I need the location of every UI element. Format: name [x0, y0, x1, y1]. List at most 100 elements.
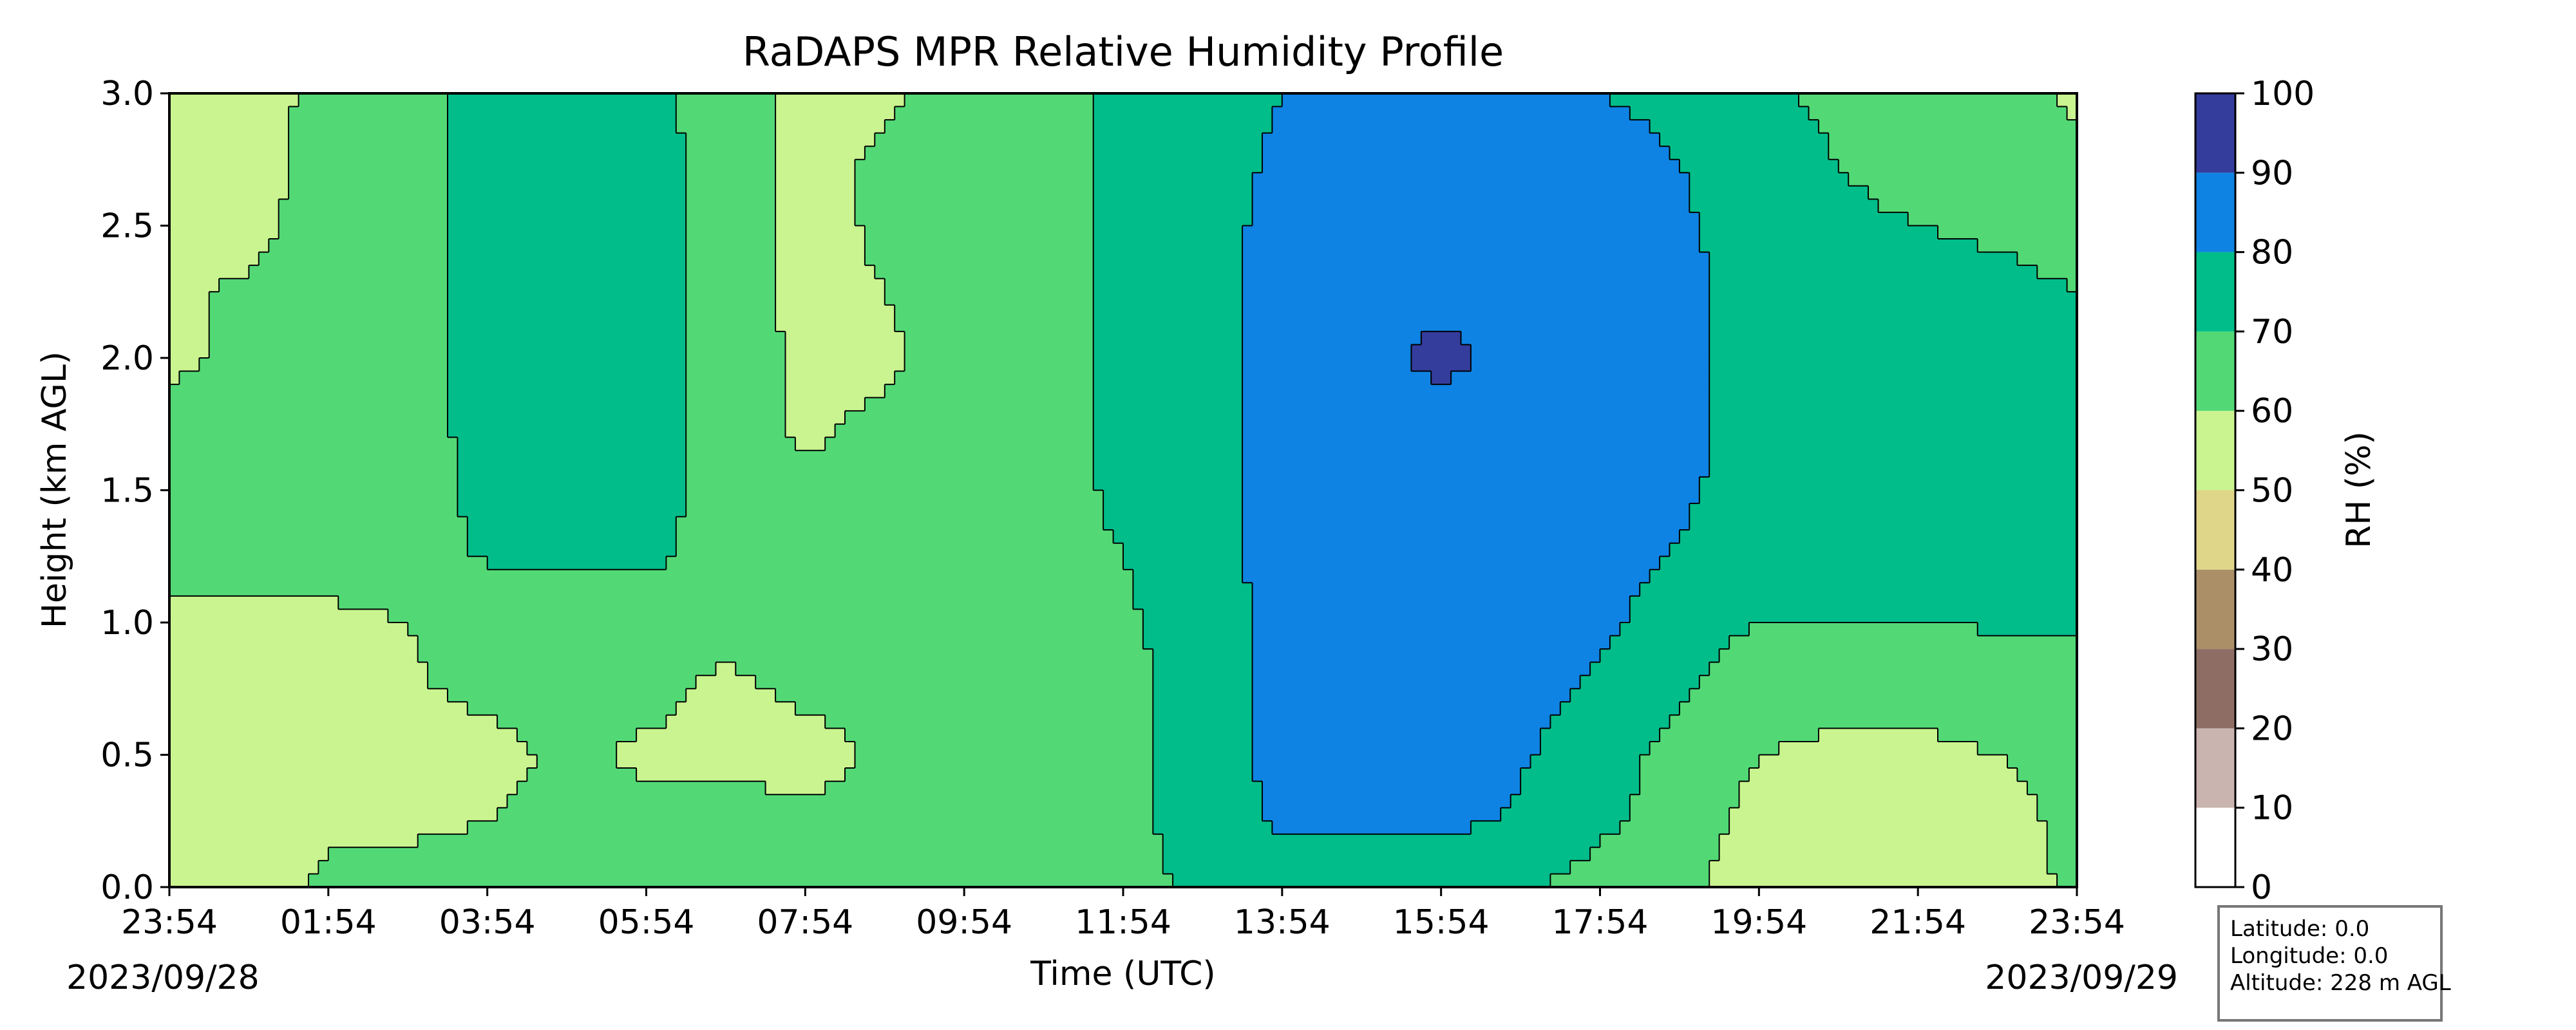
rh-band-cell: [884, 292, 1094, 306]
rh-band-cell: [1719, 834, 2048, 848]
rh-band-cell: [278, 225, 448, 239]
rh-band-cell: [1093, 120, 1273, 134]
rh-band-cell: [1282, 93, 1611, 108]
y-tick-label: 0.5: [100, 736, 154, 775]
rh-band-cell: [1093, 304, 1243, 319]
rh-band-cell: [1093, 265, 1243, 279]
rh-band-cell: [1709, 252, 2018, 266]
rh-band-cell: [1242, 252, 1710, 266]
rh-band-cell: [1848, 173, 2077, 187]
rh-band-cell: [1242, 543, 1671, 557]
rh-band-cell: [1093, 93, 1283, 108]
colorbar-swatch: [2195, 490, 2235, 570]
rh-band-cell: [1629, 595, 2077, 610]
rh-band-cell: [448, 384, 687, 398]
chart-title: RaDAPS MPR Relative Humidity Profile: [743, 28, 1504, 75]
rh-band-cell: [1600, 649, 1720, 663]
rh-band-cell: [169, 728, 518, 742]
rh-band-cell: [855, 754, 1153, 769]
rh-band-cell: [676, 543, 1124, 557]
rh-band-cell: [1709, 662, 2077, 676]
rh-band-cell: [467, 516, 677, 530]
rh-band-cell: [686, 304, 776, 319]
x-tick-label: 23:54: [2029, 903, 2125, 942]
colorbar-tick-label: 10: [2251, 789, 2293, 828]
rh-band-cell: [785, 371, 895, 385]
rh-band-cell: [457, 490, 687, 504]
rh-band-cell: [696, 675, 756, 689]
altitude-text: Altitude: 228 m AGL: [2230, 970, 2451, 996]
rh-band-cell: [1649, 742, 1779, 756]
rh-band-cell: [1530, 754, 1640, 769]
rh-band-cell: [169, 675, 428, 689]
rh-band-cell: [686, 133, 776, 147]
rh-band-cell: [1908, 212, 2077, 227]
rh-band-cell: [1242, 503, 1690, 518]
rh-band-cell: [169, 503, 458, 518]
rh-band-cell: [1103, 516, 1243, 530]
rh-band-cell: [169, 318, 210, 332]
rh-band-cell: [1252, 702, 1561, 716]
rh-band-cell: [169, 715, 498, 729]
rh-band-cell: [765, 781, 826, 795]
rh-band-cell: [785, 358, 905, 372]
rh-band-cell: [2047, 847, 2077, 861]
rh-band-cell: [1540, 728, 1660, 742]
rh-band-cell: [755, 675, 1153, 689]
rh-band-cell: [676, 702, 796, 716]
longitude-text: Longitude: 0.0: [2230, 943, 2389, 969]
rh-band-cell: [169, 437, 458, 451]
rh-band-cell: [1153, 781, 1263, 795]
rh-band-cell: [1679, 530, 2077, 544]
rh-band-cell: [1242, 464, 1710, 478]
rh-band-cell: [169, 821, 468, 835]
rh-band-cell: [1748, 768, 2018, 782]
rh-band-cell: [1093, 159, 1263, 173]
rh-band-cell: [1242, 384, 1710, 398]
x-tick-label: 07:54: [757, 903, 853, 942]
rh-band-cell: [1162, 847, 1591, 861]
rh-band-cell: [855, 159, 1094, 173]
rh-band-cell: [169, 133, 289, 147]
rh-band-cell: [408, 623, 1144, 637]
rh-band-cell: [417, 649, 1153, 663]
rh-band-cell: [289, 173, 448, 187]
rh-band-cell: [775, 239, 866, 253]
rh-band-cell: [1093, 397, 1243, 411]
x-tick-label: 13:54: [1234, 903, 1331, 942]
x-tick-label: 09:54: [916, 903, 1012, 942]
rh-band-cell: [895, 318, 1094, 332]
rh-band-cell: [448, 265, 687, 279]
rh-band-cell: [1461, 331, 1710, 345]
colorbar-tick-label: 20: [2251, 709, 2293, 748]
rh-band-cell: [169, 106, 289, 120]
rh-band-cell: [457, 437, 687, 451]
rh-band-cell: [169, 794, 508, 809]
rh-band-cell: [169, 834, 419, 848]
rh-band-cell: [676, 530, 1114, 544]
rh-band-cell: [1242, 239, 1700, 253]
rh-band-cell: [1451, 371, 1710, 385]
rh-band-cell: [169, 516, 468, 530]
rh-band-cell: [448, 239, 687, 253]
rh-band-cell: [169, 120, 289, 134]
rh-band-cell: [1093, 384, 1243, 398]
rh-band-cell: [1640, 754, 1759, 769]
rh-band-cell: [1103, 503, 1243, 518]
rh-band-cell: [1709, 331, 2077, 345]
rh-band-cell: [169, 476, 458, 491]
rh-band-cell: [1252, 583, 1640, 597]
rh-band-cell: [1093, 318, 1243, 332]
rh-band-cell: [2037, 265, 2077, 279]
rh-band-cell: [448, 93, 677, 108]
rh-band-cell: [1153, 768, 1253, 782]
colorbar-swatch: [2195, 252, 2235, 332]
rh-band-cell: [1133, 569, 1243, 583]
rh-band-cell: [795, 702, 1153, 716]
rh-band-cell: [169, 265, 249, 279]
rh-band-cell: [1252, 768, 1521, 782]
rh-band-cell: [169, 344, 210, 359]
rh-band-cell: [1252, 595, 1631, 610]
rh-band-cell: [169, 635, 419, 650]
rh-band-cell: [1093, 146, 1263, 160]
